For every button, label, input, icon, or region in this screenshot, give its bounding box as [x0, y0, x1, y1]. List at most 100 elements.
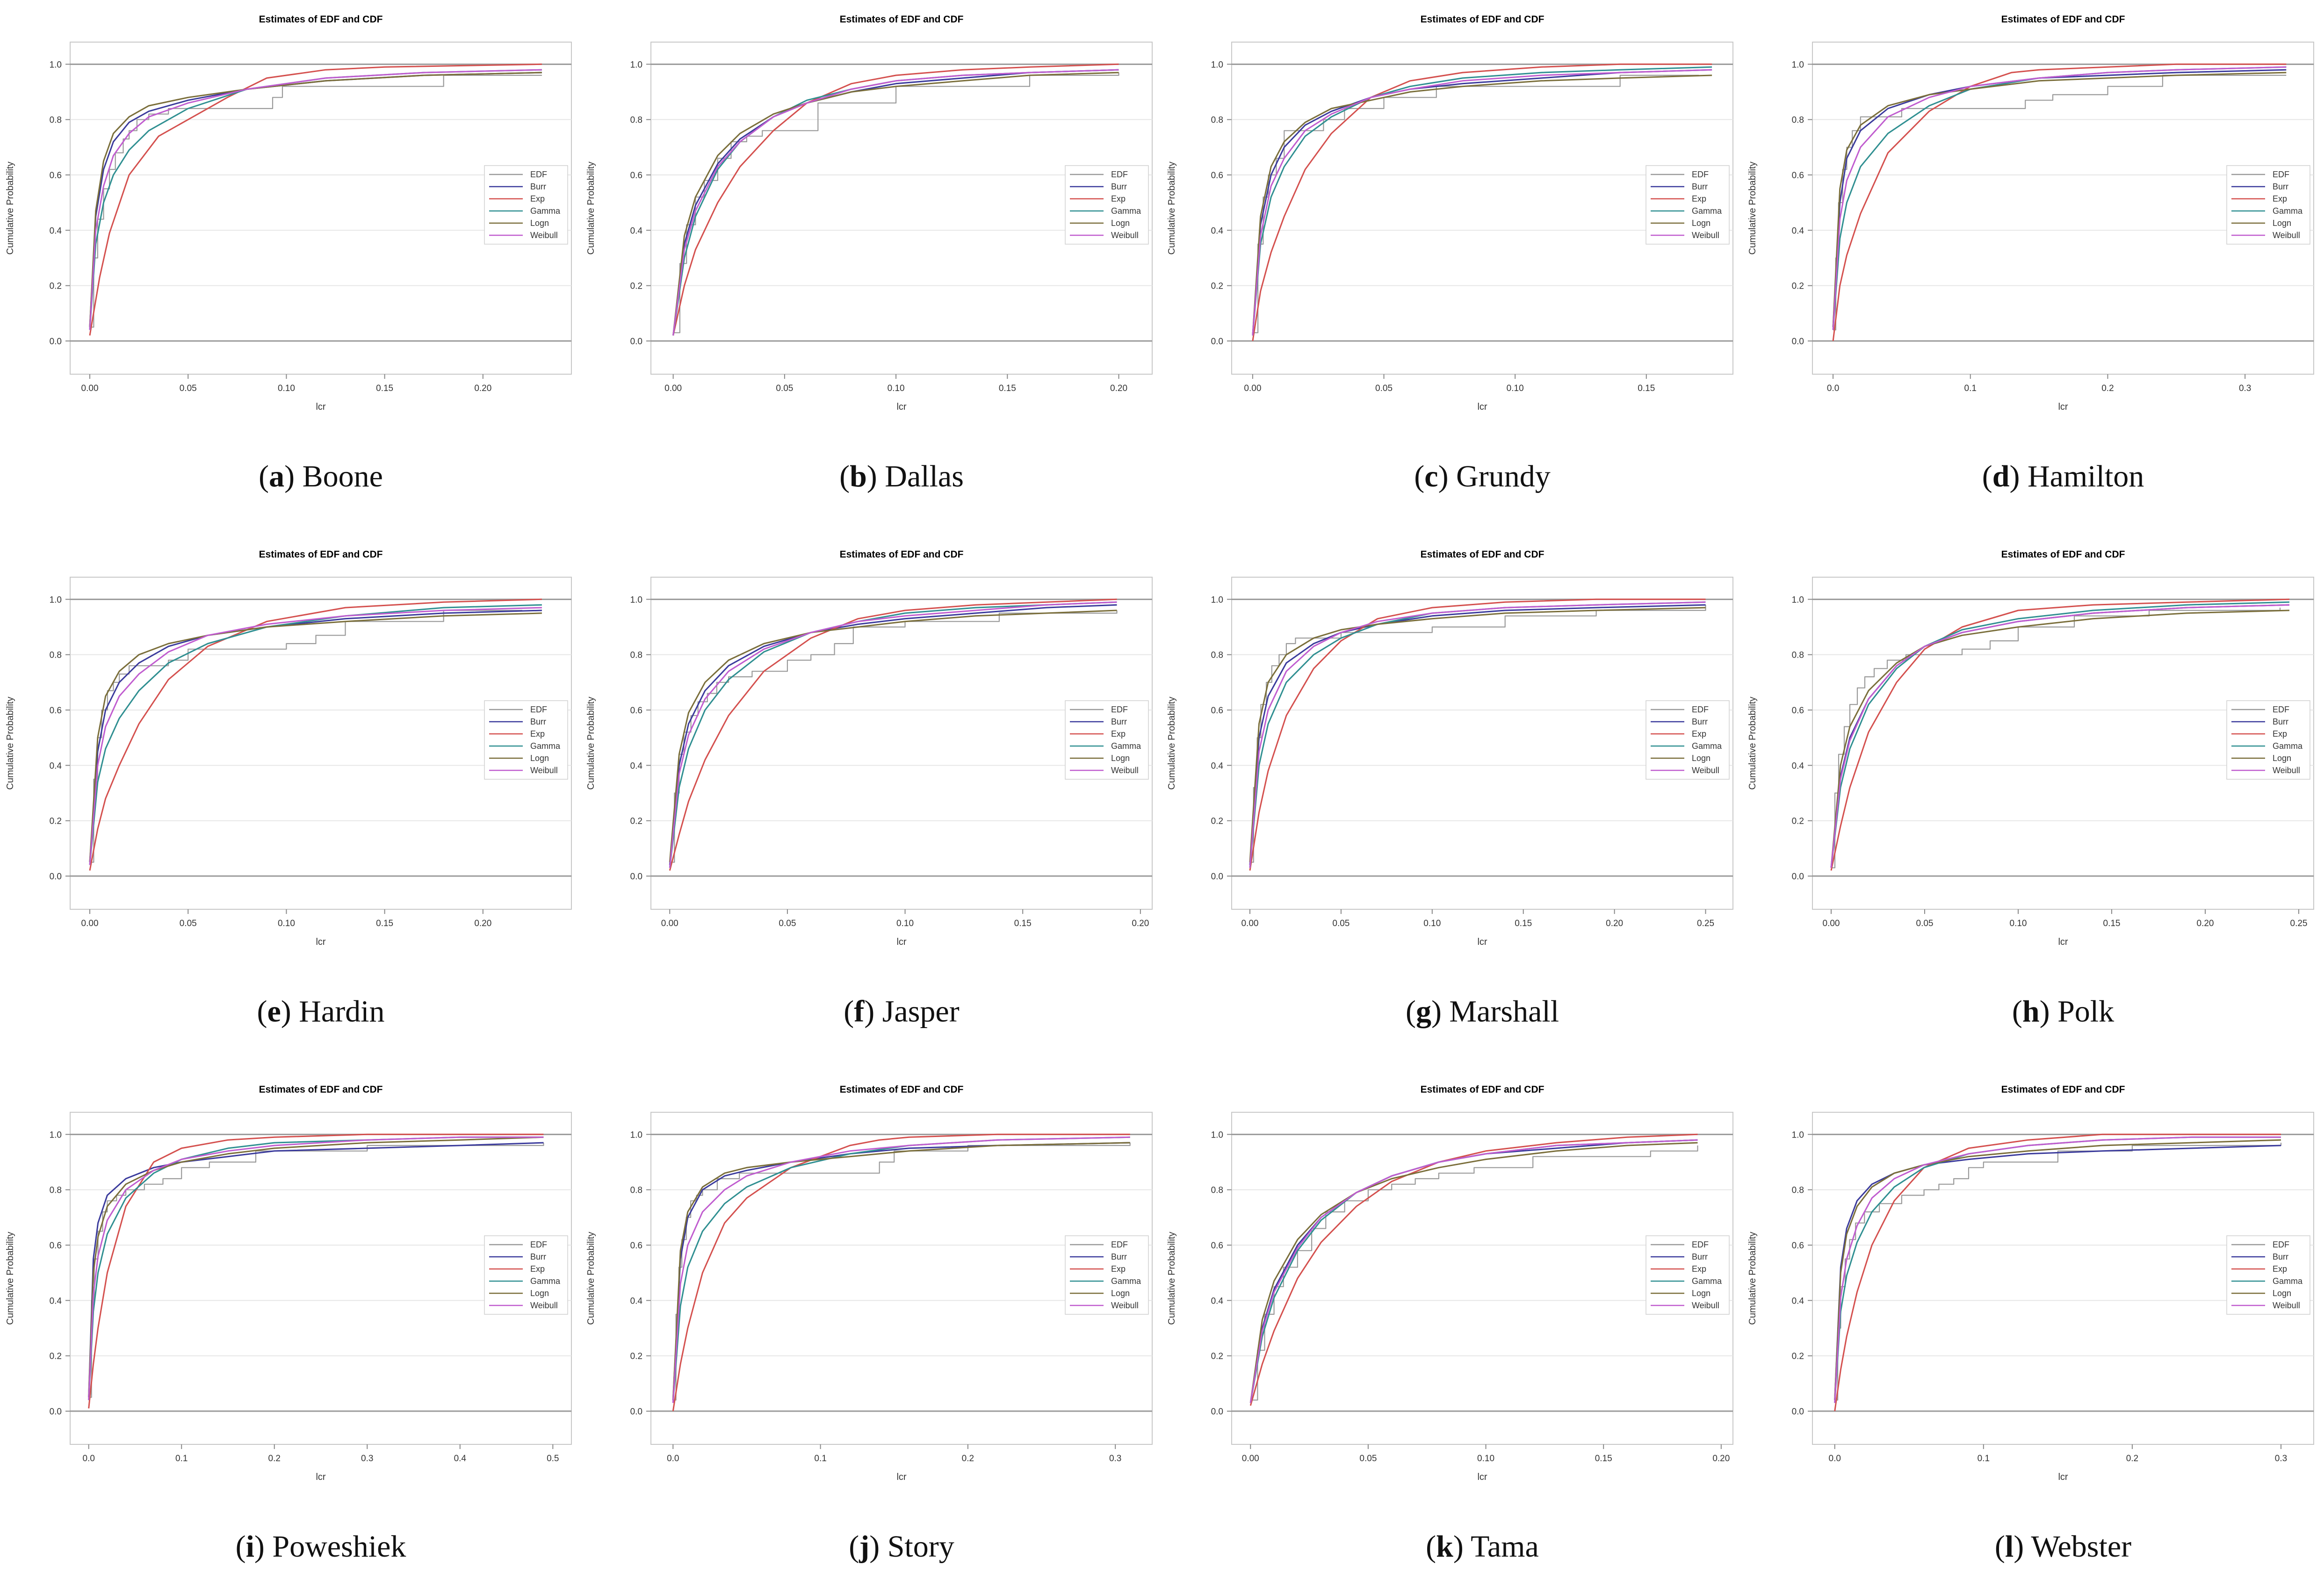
y-tick-label: 0.6: [50, 171, 62, 181]
series-group: [89, 598, 542, 871]
legend-label-exp: Exp: [1111, 1264, 1126, 1274]
caption-open-paren: (: [844, 994, 854, 1029]
caption-letter: f: [854, 994, 865, 1029]
caption-name: Poweshiek: [272, 1529, 406, 1564]
panel-caption: (d) Hamilton: [1982, 459, 2144, 493]
series-line-exp: [1834, 1133, 2281, 1412]
y-tick-label: 0.0: [1792, 1407, 1804, 1417]
y-axis-label: Cumulative Probability: [586, 1232, 596, 1325]
series-line-exp: [89, 598, 542, 871]
legend-label-weibull: Weibull: [530, 231, 558, 240]
series-line-gamma: [672, 1136, 1130, 1403]
series-line-gamma: [669, 601, 1117, 868]
panel-caption: (a) Boone: [259, 459, 383, 493]
y-axis-label: Cumulative Probability: [1747, 1232, 1758, 1325]
y-tick-label: 0.8: [1211, 651, 1223, 660]
x-tick-label: 0.2: [962, 1454, 974, 1464]
chart-title: Estimates of EDF and CDF: [1421, 1084, 1545, 1095]
y-tick-label: 0.4: [630, 761, 643, 771]
caption-open-paren: (: [259, 459, 269, 493]
series-group: [1249, 598, 1706, 871]
legend-box: [1646, 1235, 1730, 1315]
series-line-weibull: [1830, 604, 2290, 868]
series-line-exp: [1830, 598, 2290, 871]
y-tick-label: 0.6: [1792, 171, 1804, 181]
legend-label-weibull: Weibull: [1692, 766, 1719, 775]
chart-title: Estimates of EDF and CDF: [1421, 14, 1545, 25]
x-tick-label: 0.2: [2101, 384, 2114, 393]
panel-poweshiek: Estimates of EDF and CDF 0.0 0.2 0.4 0.6 0.8 1…: [5, 1084, 572, 1564]
legend-label-weibull: Weibull: [1692, 1301, 1719, 1310]
x-tick-label: 0.3: [2275, 1454, 2287, 1464]
x-tick-label: 0.2: [2126, 1454, 2138, 1464]
x-tick-label: 0.20: [1132, 919, 1149, 928]
series-line-exp: [1249, 598, 1706, 871]
x-tick-label: 0.10: [1507, 384, 1524, 393]
y-tick-label: 0.2: [50, 282, 62, 291]
y-tick-label: 1.0: [1211, 60, 1223, 70]
chart-title: Estimates of EDF and CDF: [1421, 549, 1545, 560]
panel-caption: (g) Marshall: [1406, 994, 1559, 1029]
y-axis-label: Cumulative Probability: [586, 162, 596, 255]
y-tick-label: 1.0: [50, 60, 62, 70]
caption-name: Boone: [303, 459, 383, 493]
legend-label-edf: EDF: [530, 1240, 547, 1249]
legend-label-exp: Exp: [1111, 194, 1126, 203]
series-line-logn: [672, 72, 1119, 336]
series-line-logn: [672, 1142, 1130, 1400]
panel-jasper: Estimates of EDF and CDF 0.0 0.2 0.4 0.6 0.8 1…: [586, 549, 1153, 1029]
caption-letter: e: [267, 994, 281, 1029]
y-axis-label: Cumulative Probability: [1167, 697, 1177, 790]
series-group: [1834, 1133, 2282, 1412]
y-tick-label: 0.2: [1211, 282, 1223, 291]
series-line-gamma: [89, 604, 542, 865]
caption-name: Grundy: [1456, 459, 1551, 493]
series-line-exp: [1249, 1133, 1698, 1406]
y-tick-label: 1.0: [1211, 595, 1223, 605]
y-tick-label: 0.6: [50, 1241, 62, 1251]
x-axis-label: lcr: [316, 402, 325, 412]
x-tick-label: 0.5: [547, 1454, 559, 1464]
panel-caption: (l) Webster: [1995, 1529, 2131, 1564]
y-tick-label: 0.8: [50, 116, 62, 125]
panel-marshall: Estimates of EDF and CDF 0.0 0.2 0.4 0.6 0.8 1…: [1167, 549, 1733, 1029]
x-tick-label: 0.10: [1423, 919, 1441, 928]
caption-letter: d: [1992, 459, 2010, 493]
x-tick-label: 0.10: [1477, 1454, 1494, 1464]
x-tick-label: 0.3: [361, 1454, 373, 1464]
legend-label-edf: EDF: [530, 170, 547, 179]
caption-open-paren: (: [257, 994, 267, 1029]
x-tick-label: 0.2: [268, 1454, 281, 1464]
legend-label-edf: EDF: [2273, 705, 2289, 714]
y-tick-label: 0.6: [630, 706, 642, 716]
series-line-weibull: [669, 601, 1117, 868]
y-tick-label: 0.2: [630, 1352, 642, 1362]
series-line-edf: [1250, 1145, 1698, 1401]
legend-label-exp: Exp: [2273, 194, 2287, 203]
legend-label-logn: Logn: [2273, 1289, 2291, 1298]
x-tick-label: 0.00: [81, 384, 99, 393]
series-line-burr: [88, 1142, 544, 1398]
legend-label-exp: Exp: [530, 1264, 545, 1274]
series-line-weibull: [1249, 1139, 1698, 1403]
x-tick-label: 0.10: [278, 919, 295, 928]
y-axis-label: Cumulative Probability: [5, 697, 15, 790]
caption-open-paren: (: [1414, 459, 1424, 493]
caption-name: Webster: [2031, 1529, 2132, 1564]
x-tick-label: 0.15: [376, 919, 393, 928]
caption-open-paren: (: [849, 1529, 859, 1564]
legend-label-exp: Exp: [1111, 729, 1126, 739]
legend-box: [1646, 700, 1730, 780]
panel-grundy: Estimates of EDF and CDF 0.0 0.2 0.4 0.6 0.8 1…: [1167, 14, 1733, 493]
x-axis-label: lcr: [316, 937, 325, 947]
y-tick-label: 0.6: [1792, 706, 1804, 716]
x-tick-label: 0.4: [454, 1454, 467, 1464]
caption-letter: k: [1436, 1529, 1453, 1564]
legend-label-gamma: Gamma: [2273, 1276, 2303, 1286]
series-line-gamma: [1834, 1136, 2281, 1403]
y-tick-label: 1.0: [1792, 1130, 1804, 1140]
series-line-edf: [670, 610, 1118, 863]
legend-label-gamma: Gamma: [530, 206, 561, 216]
y-tick-label: 0.2: [630, 817, 642, 826]
